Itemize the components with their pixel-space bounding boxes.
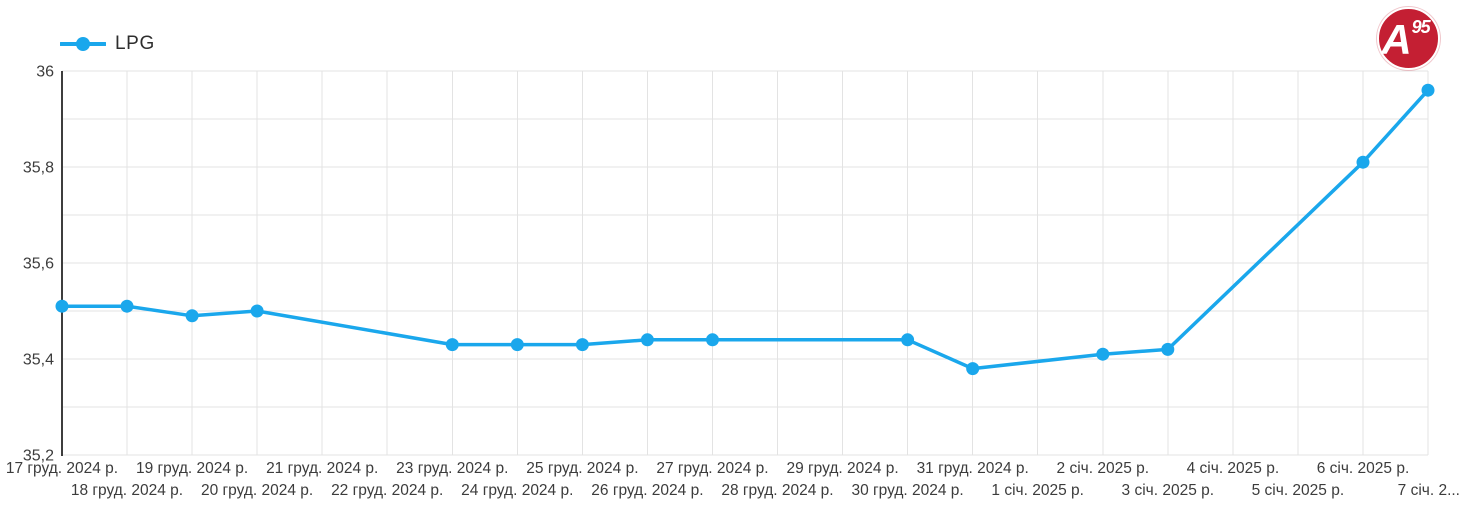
legend-line-marker-icon (60, 37, 106, 51)
x-axis-tick-label: 29 груд. 2024 р. (786, 460, 898, 477)
x-axis-tick-label: 23 груд. 2024 р. (396, 460, 508, 477)
data-point-marker[interactable] (1161, 342, 1175, 356)
y-axis-tick-label: 36 (36, 64, 54, 81)
x-axis-tick-label: 30 груд. 2024 р. (851, 482, 963, 499)
logo-letter-a: A (1381, 15, 1412, 63)
data-point-marker[interactable] (510, 338, 524, 352)
a95-logo: A 95 (1377, 7, 1440, 70)
x-axis-tick-label: 26 груд. 2024 р. (591, 482, 703, 499)
data-point-marker[interactable] (1356, 155, 1370, 169)
x-axis-tick-label: 3 січ. 2025 р. (1122, 482, 1215, 499)
y-axis-tick-label: 35,8 (23, 160, 54, 177)
x-axis-tick-label: 1 січ. 2025 р. (991, 482, 1084, 499)
x-axis-tick-label: 31 груд. 2024 р. (917, 460, 1029, 477)
x-axis-tick-label: 19 груд. 2024 р. (136, 460, 248, 477)
x-axis-tick-label: 22 груд. 2024 р. (331, 482, 443, 499)
x-axis-tick-label: 27 груд. 2024 р. (656, 460, 768, 477)
x-axis-tick-label: 21 груд. 2024 р. (266, 460, 378, 477)
data-point-marker[interactable] (445, 338, 459, 352)
x-axis-tick-label: 17 груд. 2024 р. (6, 460, 118, 477)
legend: LPG (60, 33, 155, 55)
data-point-marker[interactable] (250, 304, 264, 318)
logo-number-95: 95 (1411, 16, 1431, 37)
data-point-marker[interactable] (575, 338, 589, 352)
y-axis-tick-label: 35,2 (23, 448, 54, 465)
x-axis-tick-label: 7 січ. 2... (1398, 482, 1460, 499)
x-axis-tick-label: 6 січ. 2025 р. (1317, 460, 1410, 477)
x-axis-tick-label: 20 груд. 2024 р. (201, 482, 313, 499)
lpg-price-line (60, 88, 1430, 371)
data-point-marker[interactable] (120, 299, 134, 313)
data-point-marker[interactable] (901, 333, 915, 347)
data-point-marker[interactable] (706, 333, 719, 347)
y-axis-tick-label: 35,6 (23, 256, 54, 273)
data-point-marker[interactable] (640, 333, 654, 347)
x-axis-tick-label: 28 груд. 2024 р. (721, 482, 833, 499)
x-axis-tick-label: 5 січ. 2025 р. (1252, 482, 1345, 499)
data-point-marker[interactable] (1421, 83, 1435, 97)
data-point-marker[interactable] (1096, 347, 1110, 361)
legend-label: LPG (115, 33, 155, 54)
data-point-marker[interactable] (55, 299, 69, 313)
data-point-marker[interactable] (966, 362, 980, 376)
x-axis-tick-label: 2 січ. 2025 р. (1057, 460, 1150, 477)
y-axis-tick-label: 35,4 (23, 352, 54, 369)
legend-item-lpg[interactable]: LPG (60, 33, 155, 55)
x-axis-tick-label: 18 груд. 2024 р. (71, 482, 183, 499)
x-axis-tick-label: 25 груд. 2024 р. (526, 460, 638, 477)
data-point-marker[interactable] (185, 309, 199, 323)
x-axis-tick-label: 24 груд. 2024 р. (461, 482, 573, 499)
x-axis-tick-label: 4 січ. 2025 р. (1187, 460, 1280, 477)
